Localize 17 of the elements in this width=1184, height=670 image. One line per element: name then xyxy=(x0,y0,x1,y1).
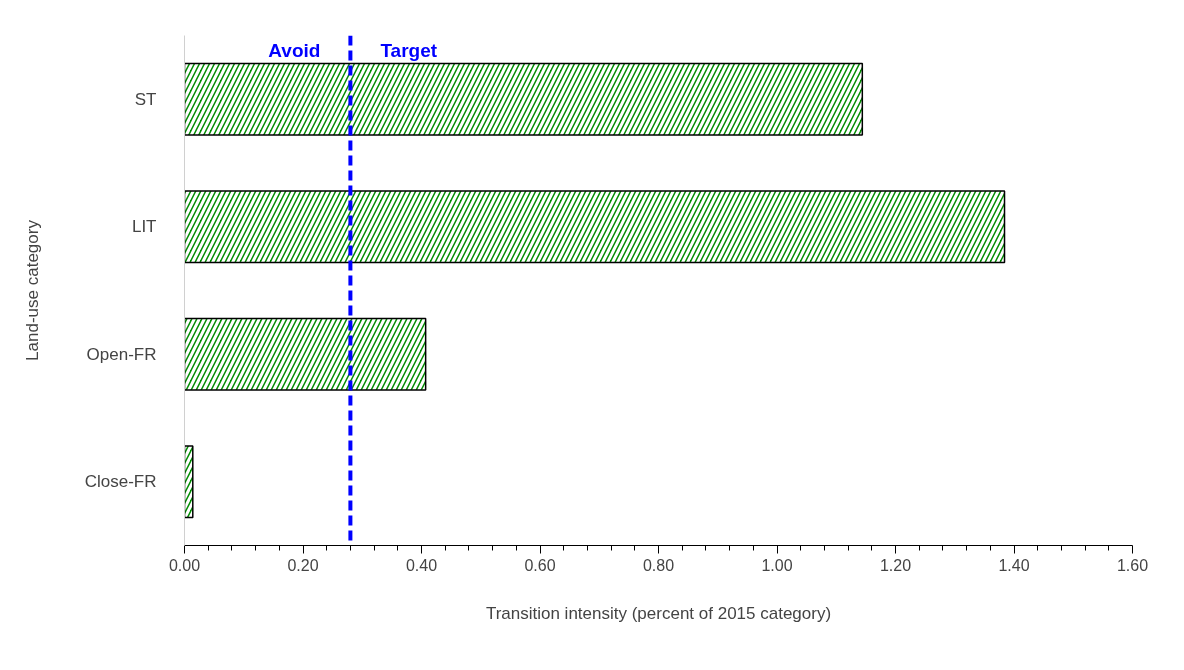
x-axis-title: Transition intensity (percent of 2015 category) xyxy=(485,603,832,623)
x-tick-label: 0.40 xyxy=(405,556,438,574)
annotation: Avoid xyxy=(268,39,321,61)
y-tick-label: LIT xyxy=(131,217,157,237)
x-tick-label: 1.20 xyxy=(879,556,912,574)
x-tick-label: 0.20 xyxy=(287,556,319,574)
y-tick-label: ST xyxy=(134,89,157,109)
x-tick-label: 1.60 xyxy=(1116,556,1149,574)
y-axis-title: Land-use category xyxy=(22,219,42,361)
y-tick-label: Open-FR xyxy=(86,344,157,364)
x-tick-label: 0.60 xyxy=(524,556,556,574)
x-tick-label: 0.00 xyxy=(168,556,201,574)
y-tick-label: Close-FR xyxy=(84,472,157,492)
x-tick-label: 1.00 xyxy=(761,556,793,574)
x-tick-label: 0.80 xyxy=(642,556,675,574)
x-tick-label: 1.40 xyxy=(998,556,1030,574)
annotation: Target xyxy=(380,39,438,61)
